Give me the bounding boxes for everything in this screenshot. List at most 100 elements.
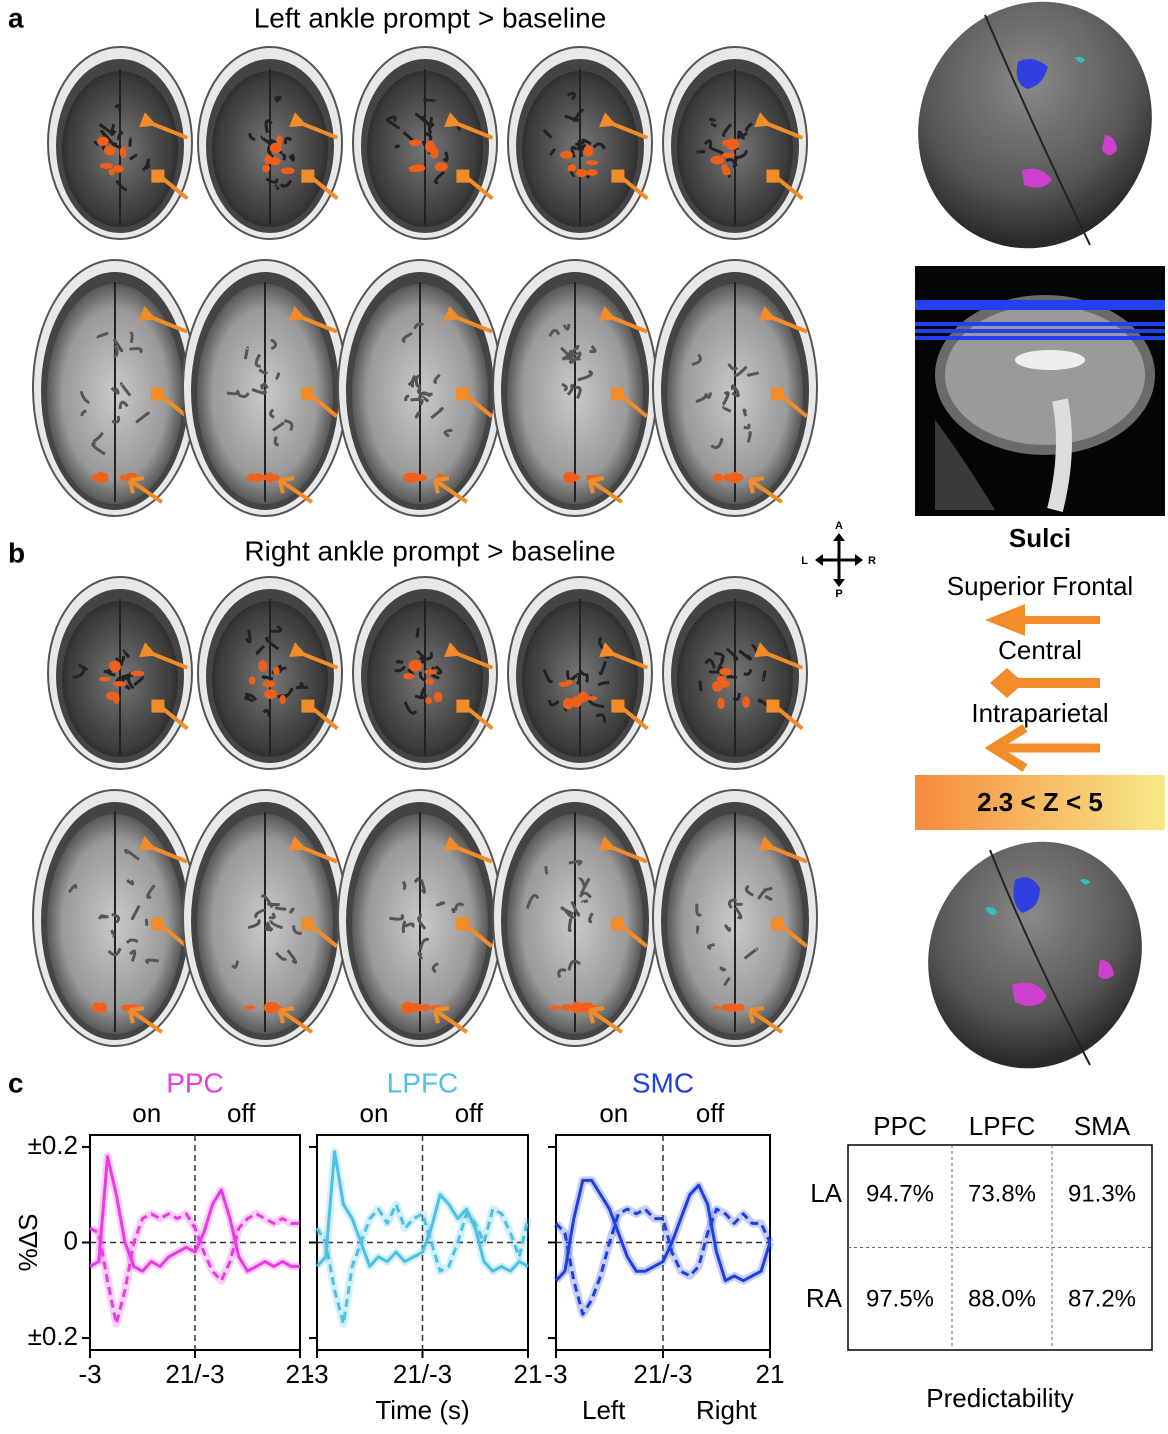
panel-label: c — [8, 1067, 24, 1098]
sulcus — [450, 907, 456, 914]
sulcus-arrow — [139, 112, 189, 140]
sulcus-arrow — [158, 922, 189, 948]
sulcus-arrow — [619, 705, 649, 731]
sulcus-arrow — [289, 112, 339, 140]
activation — [95, 471, 106, 484]
activation — [560, 1004, 574, 1012]
sulcus — [264, 922, 274, 932]
sulcus-arrow-head — [766, 169, 780, 183]
sulcus — [579, 143, 587, 158]
activation — [571, 1001, 583, 1014]
activation — [108, 168, 115, 176]
chart-title: LPFC — [387, 1067, 459, 1098]
table-cell: 97.5% — [866, 1285, 934, 1312]
sulcus — [442, 151, 449, 162]
sulcus-arrow — [747, 1006, 784, 1034]
sulcus-arrow-head — [610, 917, 624, 931]
sulcus — [265, 177, 279, 184]
sulcus — [135, 411, 150, 424]
sulcus-arrow — [754, 112, 804, 140]
series-line — [89, 1212, 300, 1326]
annotation: off — [455, 1098, 484, 1128]
activation — [113, 694, 120, 705]
legend-label: Right — [696, 1395, 757, 1425]
sulcus-arrow — [127, 1006, 164, 1034]
sulcus — [67, 883, 78, 894]
sulcus — [274, 906, 287, 911]
sulcus — [110, 929, 115, 938]
sulcus — [237, 392, 250, 399]
brain-slice — [182, 789, 348, 1047]
sulcus-arrow-head — [150, 387, 164, 401]
activation — [252, 473, 265, 482]
sulcus-arrow — [598, 836, 648, 864]
sulcus — [254, 908, 266, 919]
sulcus — [288, 153, 295, 162]
sulcus — [243, 346, 250, 360]
sulcus — [125, 938, 139, 944]
brain-slice — [662, 46, 808, 240]
sulcus — [261, 675, 274, 681]
x-tick-label: -3 — [78, 1359, 101, 1389]
sulcus — [433, 373, 441, 385]
brain-slice — [47, 576, 193, 770]
sulcus — [226, 389, 240, 396]
sulcus — [581, 899, 588, 904]
sulcus — [283, 136, 293, 145]
sulcus — [727, 363, 739, 371]
legend-arrows — [984, 604, 1100, 772]
activation — [719, 667, 732, 676]
sulcus — [273, 95, 282, 103]
sulcus-arrow — [618, 922, 649, 948]
annotation: on — [360, 1098, 389, 1128]
legend-label: Left — [582, 1395, 626, 1425]
sulcus — [261, 382, 269, 389]
sulcus — [407, 374, 421, 387]
sulcus — [410, 397, 424, 407]
activation — [258, 660, 268, 672]
sulcus — [404, 394, 410, 402]
sulcus — [98, 123, 112, 134]
sulcus — [443, 428, 453, 438]
sulcus-arrow — [618, 392, 649, 418]
sulcus — [577, 369, 593, 382]
brain-slice — [337, 259, 503, 517]
sulcus — [562, 323, 571, 331]
sulcus — [258, 368, 268, 375]
sulcus — [732, 692, 742, 701]
sulcus-arrow — [463, 922, 494, 948]
sulcus — [266, 143, 272, 155]
sulcus — [726, 675, 738, 680]
sulcus — [260, 135, 271, 145]
sulcus — [581, 138, 592, 146]
sulcus — [417, 951, 424, 961]
sulcus — [543, 129, 553, 139]
brain-slice — [507, 576, 653, 770]
sulcus — [144, 918, 149, 926]
sulcus — [567, 918, 573, 933]
sulcus-arrow — [587, 476, 624, 504]
activation — [585, 169, 598, 176]
sulcus — [231, 960, 240, 969]
sulcus-arrow — [138, 836, 188, 864]
brain-slices — [32, 46, 818, 1047]
sulcus — [255, 644, 266, 656]
activation — [576, 168, 587, 178]
sulcus — [288, 907, 295, 915]
sulcus-arrow-head — [301, 699, 315, 713]
activation — [549, 1005, 561, 1010]
sulcus — [394, 144, 400, 149]
sulcus — [420, 396, 430, 403]
sulcus — [578, 891, 592, 899]
sulcus — [145, 158, 151, 170]
sulcus — [129, 347, 143, 354]
table-cell: 94.7% — [866, 1180, 934, 1207]
sulcus — [389, 913, 405, 921]
sulcus — [588, 912, 594, 924]
sulcus-arrow — [309, 175, 339, 201]
sulcus — [430, 407, 444, 420]
sulcus-arrow-head — [766, 699, 780, 713]
sulcus-arrow — [308, 392, 339, 418]
sulcus — [574, 385, 582, 399]
